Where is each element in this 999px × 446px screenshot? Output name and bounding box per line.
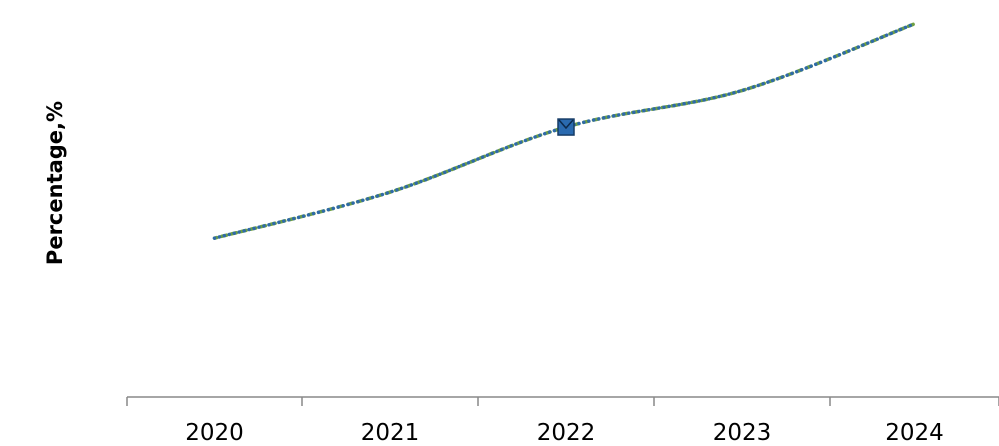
series-layer <box>212 22 917 240</box>
y-axis-label-group: Percentage,% <box>43 101 67 265</box>
x-tick-label: 2022 <box>537 420 596 446</box>
x-tick-label: 2020 <box>185 420 244 446</box>
series-line <box>212 22 917 240</box>
x-tick-label: 2023 <box>713 420 772 446</box>
x-tick-label: 2021 <box>361 420 420 446</box>
x-tick-label: 2024 <box>885 420 944 446</box>
x-axis: 2020 2021 2022 2023 2024 <box>126 396 999 446</box>
y-axis-label: Percentage,% <box>43 101 67 265</box>
highlighted-data-marker <box>557 118 575 136</box>
